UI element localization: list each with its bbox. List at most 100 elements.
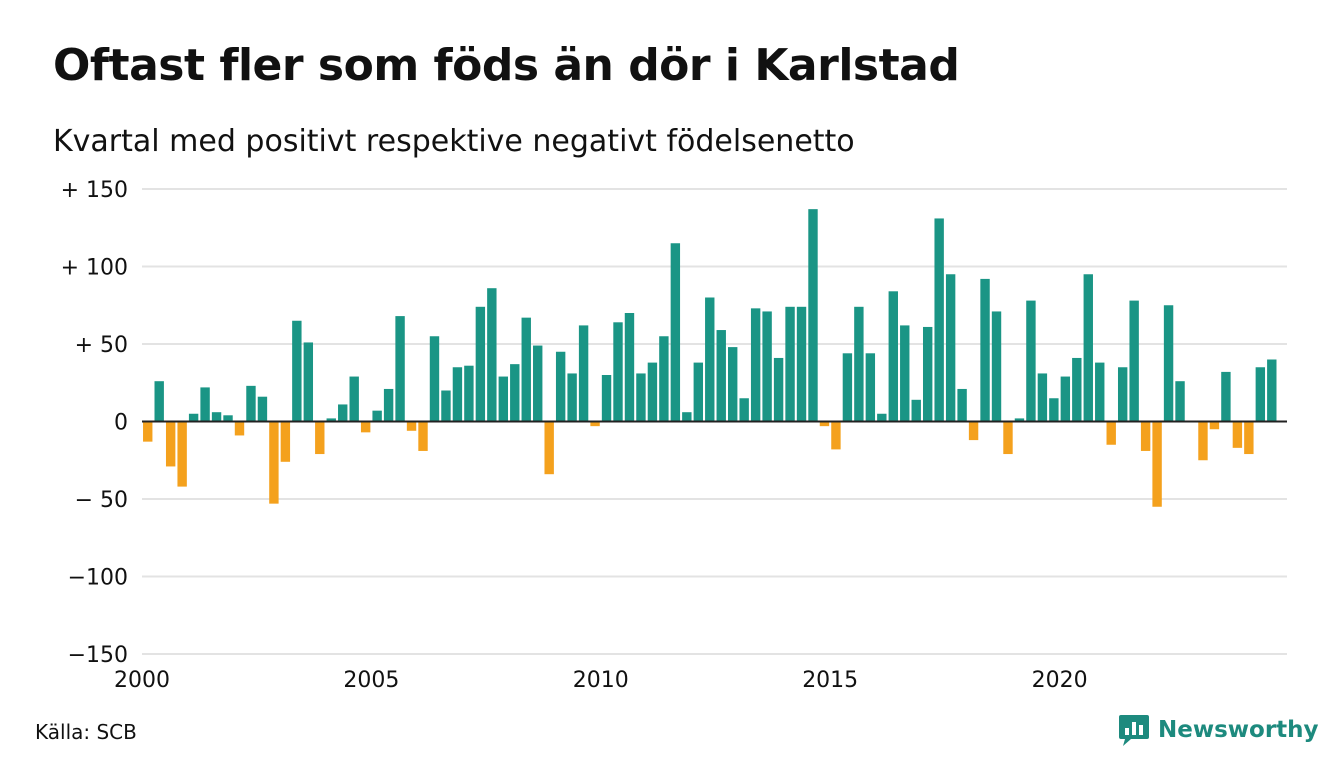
bar-negative: [1003, 421, 1013, 455]
bar-positive: [555, 351, 566, 422]
bar-negative: [1140, 421, 1151, 451]
bar-positive: [739, 398, 749, 422]
bar-positive: [842, 353, 853, 422]
bar-positive: [1049, 398, 1059, 422]
bar-positive: [567, 373, 577, 422]
bar-positive: [1072, 357, 1082, 422]
bar-positive: [728, 347, 738, 422]
bar-positive: [383, 388, 394, 422]
bar-positive: [980, 278, 990, 422]
brand-logo: Newsworthy: [1118, 713, 1319, 747]
bar-positive: [705, 297, 715, 422]
y-tick-label: + 100: [61, 256, 128, 281]
bar-positive: [578, 325, 589, 422]
bar-positive: [464, 365, 474, 422]
bar-positive: [682, 412, 692, 422]
bar-positive: [888, 291, 898, 422]
x-tick-label: 2005: [343, 668, 399, 693]
bar-negative: [1209, 421, 1220, 430]
bar-positive: [498, 376, 509, 422]
bar-positive: [659, 336, 669, 422]
y-tick-label: −150: [68, 643, 128, 668]
bar-positive: [1129, 300, 1139, 422]
bar-positive: [246, 385, 256, 422]
bar-positive: [533, 345, 543, 422]
bar-positive: [796, 306, 807, 422]
bar-positive: [762, 311, 772, 422]
bar-positive: [349, 376, 359, 422]
bar-positive: [911, 399, 921, 422]
bar-negative: [360, 421, 371, 433]
bar-negative: [406, 421, 417, 431]
bar-negative: [315, 421, 325, 455]
bar-positive: [188, 413, 199, 422]
bar-positive: [934, 218, 944, 422]
bar-negative: [544, 421, 554, 475]
x-tick-label: 2000: [114, 668, 170, 693]
source-note: Källa: SCB: [35, 720, 137, 744]
bar-positive: [1014, 418, 1025, 422]
y-tick-label: + 50: [75, 333, 128, 358]
brand-name: Newsworthy: [1158, 717, 1319, 743]
y-tick-labels: + 150 + 100 + 50 0 − 50 −100 −150: [61, 178, 128, 668]
bar-negative: [280, 421, 291, 462]
bar-positive: [211, 412, 222, 422]
bar-negative: [418, 421, 428, 451]
chart-bubble-icon: [1119, 715, 1149, 746]
bar-negative: [269, 421, 279, 504]
bar-negative: [143, 421, 153, 442]
bar-positive: [1060, 376, 1071, 422]
bar-positive: [1221, 371, 1231, 422]
bar-negative: [234, 421, 245, 436]
bar-negative: [1106, 421, 1116, 445]
bar-positive: [326, 418, 336, 422]
bar-positive: [395, 316, 405, 422]
chart-subtitle: Kvartal med positivt respektive negativt…: [53, 124, 855, 159]
bar-positive: [601, 375, 612, 422]
bar-positive: [854, 306, 864, 422]
bar-positive: [303, 342, 314, 422]
bar-positive: [429, 336, 440, 422]
bar-positive: [773, 357, 784, 422]
bar-positive: [1026, 300, 1036, 422]
bar-positive: [372, 410, 382, 422]
bar-positive: [957, 388, 967, 422]
bar-positive: [808, 209, 818, 422]
bar-positive: [624, 313, 635, 422]
y-tick-label: 0: [114, 411, 128, 436]
bar-negative: [590, 421, 600, 427]
bar-positive: [223, 415, 233, 422]
x-tick-label: 2015: [802, 668, 858, 693]
bar-positive: [1267, 359, 1277, 422]
bar-positive: [750, 308, 761, 422]
bar-positive: [613, 322, 623, 422]
bar-positive: [338, 404, 348, 422]
bar-positive: [877, 413, 887, 422]
bar-positive: [716, 330, 726, 422]
bar-negative: [1244, 421, 1254, 455]
bar-positive: [452, 367, 463, 422]
bar-negative: [831, 421, 841, 450]
y-tick-label: − 50: [75, 488, 128, 513]
bar-positive: [521, 317, 531, 422]
bar-negative: [177, 421, 187, 487]
y-tick-label: −100: [68, 566, 128, 591]
bar-negative: [968, 421, 979, 441]
bar-positive: [257, 396, 268, 422]
bars: [143, 209, 1277, 507]
bar-chart: + 150 + 100 + 50 0 − 50 −100 −150 2000 2005 2010…: [61, 178, 1287, 693]
bar-positive: [510, 364, 520, 422]
bar-positive: [865, 353, 876, 422]
bar-positive: [1095, 362, 1105, 422]
bar-positive: [636, 373, 646, 422]
bar-positive: [475, 306, 486, 422]
bar-positive: [922, 326, 933, 422]
bar-positive: [945, 274, 956, 422]
bar-positive: [154, 381, 164, 422]
bar-negative: [1152, 421, 1162, 507]
bar-negative: [1232, 421, 1243, 448]
bar-positive: [487, 288, 497, 422]
bar-positive: [900, 325, 910, 422]
bar-negative: [819, 421, 830, 427]
bar-negative: [165, 421, 176, 467]
